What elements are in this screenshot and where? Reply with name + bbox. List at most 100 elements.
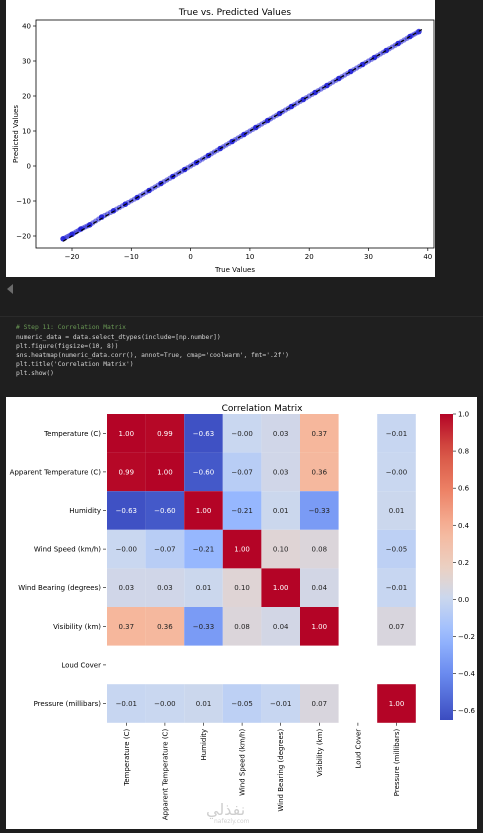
row-label: Loud Cover — [61, 661, 101, 669]
heatmap-cell — [107, 529, 146, 569]
col-label: Temperature (C) — [123, 729, 131, 787]
heatmap-cell-label: −0.33 — [193, 623, 214, 631]
heatmap-cell-label: 0.04 — [312, 584, 328, 592]
heatmap-cell-label: −0.60 — [193, 468, 214, 476]
col-label: Visibility (km) — [316, 729, 324, 777]
heatmap-cell-label: −0.00 — [154, 700, 175, 708]
heatmap-cell — [300, 529, 339, 569]
heatmap-cell-label: 0.10 — [273, 546, 289, 554]
y-tick-label: 40 — [22, 23, 31, 31]
code-line: plt.title('Correlation Matrix') — [16, 361, 134, 368]
row-label: Pressure (millibars) — [34, 700, 102, 708]
x-tick-label: 20 — [305, 253, 314, 261]
heatmap-cell — [261, 452, 300, 492]
heatmap-cell — [107, 491, 146, 530]
heatmap-cell-label: 0.07 — [389, 623, 405, 631]
heatmap-cell-label: −0.21 — [231, 507, 252, 515]
heatmap-cell — [145, 607, 185, 646]
row-label: Wind Bearing (degrees) — [18, 584, 101, 592]
scatter-point — [300, 96, 307, 103]
heatmap-cell-label: −0.00 — [116, 546, 137, 554]
heatmap-cell — [377, 568, 416, 607]
heatmap-cell-label: 0.08 — [234, 623, 250, 631]
heatmap-cell — [145, 568, 185, 607]
scatter-point — [69, 231, 75, 238]
heatmap-cell — [145, 491, 185, 530]
scatter-point — [395, 40, 401, 47]
heatmap-cell — [145, 452, 185, 492]
collapse-output-icon[interactable] — [4, 283, 18, 295]
x-tick-label: −10 — [124, 253, 139, 261]
heatmap-cell-label: −0.21 — [193, 546, 214, 554]
heatmap-cell-label: −0.05 — [231, 700, 252, 708]
heatmap-cell-label: −0.07 — [231, 468, 252, 476]
heatmap-cell-label: −0.01 — [386, 584, 407, 592]
x-tick-label: 30 — [364, 253, 373, 261]
heatmap-cell — [261, 684, 300, 723]
y-tick-label: −20 — [16, 233, 31, 241]
heatmap-cell — [300, 452, 339, 492]
scatter-point — [383, 47, 390, 54]
heatmap-cell — [300, 414, 339, 453]
heatmap-cell — [184, 414, 223, 453]
heatmap-cell — [300, 684, 339, 723]
heatmap-cell-label: 0.36 — [312, 468, 328, 476]
heatmap-cell — [222, 414, 262, 453]
heatmap-cell — [377, 607, 416, 646]
heatmap-cell-label: −0.01 — [386, 430, 407, 438]
heatmap-cell — [184, 684, 223, 723]
heatmap-cell — [222, 684, 262, 723]
heatmap-cell-label: 0.03 — [273, 430, 289, 438]
heatmap-cell — [222, 607, 262, 646]
heatmap-output: Correlation Matrix 1.00 0.99 −0.63 −0.00 0.0… — [6, 397, 477, 829]
heatmap-cell — [222, 529, 262, 569]
heatmap-cell-label: 1.00 — [119, 430, 135, 438]
code-line: plt.show() — [16, 370, 54, 377]
heatmap-cell-label: 0.37 — [119, 623, 135, 631]
colorbar-tick-label: 0.2 — [458, 559, 469, 567]
scatter-point — [359, 61, 366, 68]
heatmap-cell-label: 1.00 — [389, 700, 405, 708]
heatmap-cell — [377, 491, 416, 530]
heatmap-cell — [300, 568, 339, 607]
scatter-ylabel: Predicted Values — [12, 105, 20, 163]
heatmap-cell-label: 0.08 — [312, 546, 328, 554]
heatmap-cell-label: 1.00 — [157, 468, 173, 476]
scatter-point — [98, 214, 105, 220]
scatter-plot: True vs. Predicted Values −20 −10 0 10 20 30 4… — [12, 8, 435, 274]
y-tick-label: 20 — [22, 93, 31, 101]
heatmap-cell-label: 1.00 — [196, 507, 212, 515]
heatmap-cell-label: 0.04 — [273, 623, 289, 631]
scatter-axes-frame — [35, 19, 435, 249]
y-tick-label: −10 — [16, 198, 31, 206]
colorbar-tick-label: 0.6 — [458, 485, 470, 493]
x-tick-label: 40 — [423, 253, 432, 261]
heatmap-cell — [107, 607, 146, 646]
heatmap-cell — [377, 414, 416, 453]
heatmap-cell-label: −0.63 — [116, 507, 137, 515]
heatmap-cell-label: 0.01 — [196, 700, 212, 708]
code-cell[interactable]: # Step 11: Correlation Matrix numeric_da… — [0, 316, 483, 396]
heatmap-cell-label: 1.00 — [273, 584, 289, 592]
heatmap-cell — [222, 491, 262, 530]
scatter-point — [336, 75, 342, 82]
colorbar-tick-label: 0.0 — [458, 596, 469, 604]
heatmap-cell — [145, 414, 185, 453]
heatmap-cell-label: 0.03 — [157, 584, 173, 592]
col-label: Wind Speed (km/h) — [239, 729, 247, 796]
code-comment: # Step 11: Correlation Matrix — [16, 324, 126, 331]
heatmap-cell-label: −0.01 — [116, 700, 137, 708]
heatmap-cell-label: 0.07 — [312, 700, 328, 708]
y-tick-label: 0 — [27, 163, 31, 171]
heatmap-cell — [222, 568, 262, 607]
heatmap-cell — [222, 452, 262, 492]
heatmap-cell-label: −0.00 — [386, 468, 407, 476]
x-tick-label: 0 — [188, 253, 192, 261]
heatmap-cell — [184, 491, 223, 530]
heatmap-cell — [377, 452, 416, 492]
heatmap-cell — [261, 414, 300, 453]
heatmap-cell — [377, 529, 416, 569]
heatmap-cell-label: −0.63 — [193, 430, 214, 438]
col-label: Humidity — [200, 729, 208, 761]
heatmap-cell-label: 1.00 — [234, 546, 250, 554]
